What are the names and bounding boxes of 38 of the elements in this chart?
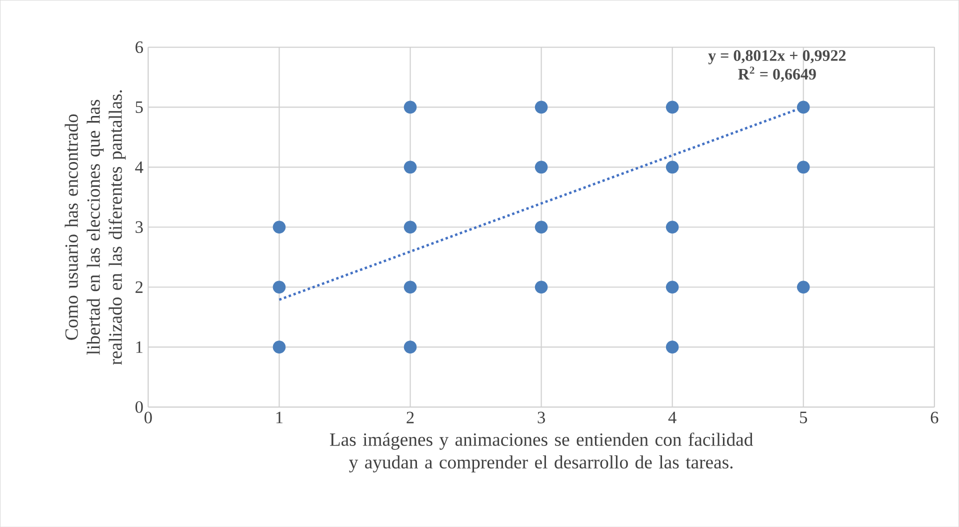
point xyxy=(796,280,810,294)
annotation: R$^{2}$ = 0,6649 xyxy=(738,66,816,82)
point xyxy=(404,280,417,294)
point xyxy=(404,160,417,174)
x-tick-label: 6 xyxy=(930,412,938,424)
x-axis-title: Las imágenes y animaciones se entienden con facilidad y ayudan a comprender el desarrollo de las tareas. xyxy=(330,432,754,472)
y-tick-label: 6 xyxy=(136,41,143,53)
point xyxy=(534,160,548,174)
point xyxy=(666,160,679,174)
point xyxy=(404,100,417,114)
x-tick-label: 2 xyxy=(406,412,414,424)
point xyxy=(534,280,548,294)
point xyxy=(404,340,417,354)
point xyxy=(666,340,679,354)
point xyxy=(666,220,679,234)
point xyxy=(666,100,679,114)
point xyxy=(666,280,679,294)
point xyxy=(272,280,286,294)
x-tick-label: 4 xyxy=(668,412,676,424)
x-tick-label: 3 xyxy=(538,412,545,424)
y-tick-label: 3 xyxy=(136,221,143,233)
point xyxy=(534,220,548,234)
y-tick-label: 5 xyxy=(136,101,143,113)
y-tick-label: 4 xyxy=(135,161,144,173)
point xyxy=(404,220,417,234)
y-tick-label: 2 xyxy=(136,281,143,293)
point xyxy=(796,100,810,114)
x-tick-label: 0 xyxy=(144,412,152,424)
x-tick-label: 5 xyxy=(800,412,808,424)
y-tick-label: 0 xyxy=(135,401,143,413)
point xyxy=(534,100,548,114)
annotation: y = 0,8012x + 0,9922 xyxy=(708,50,846,64)
point xyxy=(272,220,286,234)
y-tick-label: 1 xyxy=(136,341,142,353)
y-axis-title: Como usuario has encontrado libertad en las elecciones que has realizado en las diferentes pantallas. xyxy=(64,90,126,365)
point xyxy=(796,160,810,174)
point xyxy=(272,340,286,354)
x-tick-label: 1 xyxy=(276,412,283,424)
